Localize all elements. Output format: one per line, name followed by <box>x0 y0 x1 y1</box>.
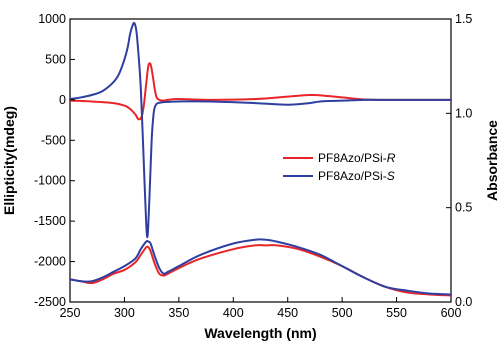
x-tick-label: 300 <box>114 306 135 320</box>
y-left-tick-label: 500 <box>45 52 66 66</box>
y-left-tick-label: 1000 <box>38 12 66 26</box>
legend-label-r: PF8Azo/PSi-R <box>318 151 396 165</box>
x-tick-label: 450 <box>277 306 298 320</box>
absorbance-line-s <box>69 238 452 296</box>
x-tick-label: 250 <box>60 306 81 320</box>
y-right-tick-label: 0.0 <box>455 295 472 309</box>
legend: PF8Azo/PSi-R PF8Azo/PSi-S <box>283 151 396 183</box>
x-tick-label: 350 <box>168 306 189 320</box>
y-left-tick-label: -2500 <box>34 295 66 309</box>
legend-label-s-suffix: S <box>387 169 395 183</box>
x-tick-label: 600 <box>441 306 462 320</box>
x-axis-title: Wavelength (nm) <box>204 325 316 341</box>
y-left-tick-label: -1000 <box>34 174 66 188</box>
plot-area <box>69 18 452 303</box>
y-axis-left: 1000 500 0 -500 -1000 -1500 -2000 -2500 <box>34 12 75 309</box>
legend-label-r-prefix: PF8Azo/PSi- <box>318 151 387 165</box>
y-right-tick-label: 1.0 <box>455 106 472 120</box>
y-left-tick-label: 0 <box>59 93 66 107</box>
y-axis-right: 1.5 1.0 0.5 0.0 <box>446 12 472 309</box>
x-axis: 250 300 350 400 450 500 550 600 <box>60 297 462 320</box>
y-axis-right-title: Absorbance <box>484 120 500 201</box>
x-tick-label: 400 <box>223 306 244 320</box>
legend-entry-r: PF8Azo/PSi-R <box>283 151 396 165</box>
y-axis-left-title: Ellipticity(mdeg) <box>1 106 17 215</box>
y-left-tick-label: -500 <box>41 133 66 147</box>
x-tick-label: 500 <box>332 306 353 320</box>
ellipticity-line-r <box>69 62 452 121</box>
y-left-tick-label: -1500 <box>34 214 66 228</box>
y-right-tick-label: 0.5 <box>455 201 472 215</box>
x-tick-label: 550 <box>386 306 407 320</box>
y-left-tick-label: -2000 <box>34 255 66 269</box>
legend-entry-s: PF8Azo/PSi-S <box>283 169 395 183</box>
legend-label-s: PF8Azo/PSi-S <box>318 169 395 183</box>
y-right-tick-label: 1.5 <box>455 12 472 26</box>
legend-label-r-suffix: R <box>387 151 396 165</box>
ellipticity-line-s <box>69 21 452 239</box>
legend-label-s-prefix: PF8Azo/PSi- <box>318 169 387 183</box>
series-layer <box>69 21 452 297</box>
